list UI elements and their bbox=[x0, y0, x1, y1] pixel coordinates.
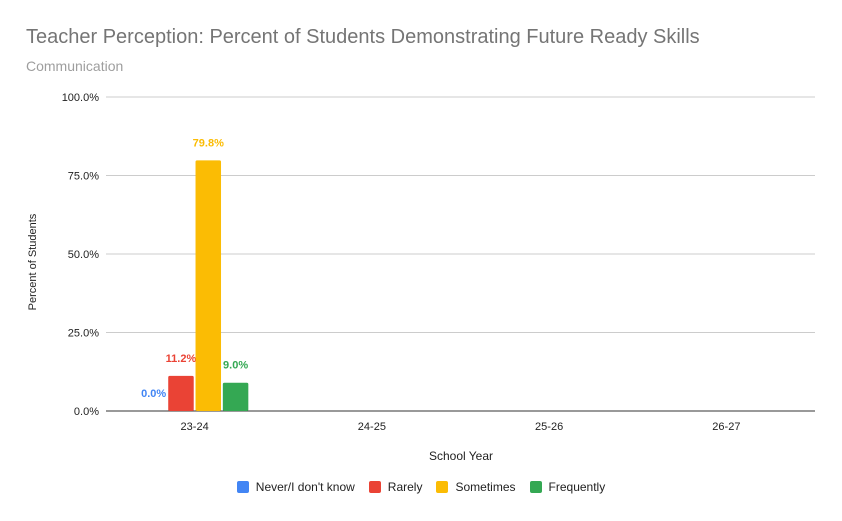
legend-swatch-frequently bbox=[529, 481, 542, 493]
x-tick-label: 25-26 bbox=[535, 421, 563, 433]
legend-item-sometimes: Sometimes bbox=[436, 480, 516, 494]
legend-item-frequently: Frequently bbox=[529, 480, 606, 494]
legend-label-frequently: Frequently bbox=[548, 480, 606, 494]
x-tick-label: 26-27 bbox=[712, 421, 740, 433]
data-label: 79.8% bbox=[193, 137, 224, 149]
bar bbox=[168, 375, 194, 411]
legend-swatch-rarely bbox=[368, 481, 381, 493]
legend-item-never: Never/I don't know bbox=[236, 480, 355, 494]
data-label: 11.2% bbox=[166, 353, 197, 365]
x-tick-label: 23-24 bbox=[181, 421, 209, 433]
data-label: 0.0% bbox=[141, 388, 166, 400]
x-tick-label: 24-25 bbox=[358, 421, 386, 433]
y-tick-label: 50.0% bbox=[68, 249, 99, 261]
bar bbox=[195, 160, 222, 411]
y-axis-label: Percent of Students bbox=[27, 213, 39, 311]
legend-label-never: Never/I don't know bbox=[255, 480, 355, 494]
legend-label-rarely: Rarely bbox=[387, 480, 423, 494]
legend-swatch-never bbox=[236, 481, 249, 493]
y-tick-label: 0.0% bbox=[74, 406, 99, 418]
y-tick-label: 75.0% bbox=[68, 171, 99, 183]
data-label: 9.0% bbox=[223, 360, 248, 372]
chart-subtitle: Communication bbox=[26, 58, 124, 74]
y-tick-label: 25.0% bbox=[68, 328, 99, 340]
legend-label-sometimes: Sometimes bbox=[455, 480, 516, 494]
y-tick-label: 100.0% bbox=[62, 92, 100, 104]
x-axis-label: School Year bbox=[428, 449, 494, 463]
chart-title: Teacher Perception: Percent of Students … bbox=[26, 26, 700, 48]
bar bbox=[222, 382, 249, 411]
legend-swatch-sometimes bbox=[436, 481, 449, 493]
legend-item-rarely: Rarely bbox=[368, 480, 423, 494]
legend: Never/I don't know Rarely Sometimes Freq… bbox=[0, 480, 842, 494]
